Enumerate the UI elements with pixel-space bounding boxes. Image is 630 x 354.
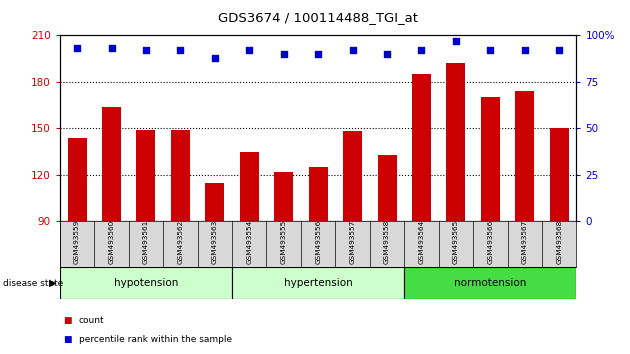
- Bar: [171, 130, 190, 221]
- Point: [244, 47, 255, 53]
- Point: [382, 51, 392, 57]
- Text: GDS3674 / 100114488_TGI_at: GDS3674 / 100114488_TGI_at: [218, 11, 418, 24]
- Point: [554, 47, 564, 53]
- Bar: [412, 74, 431, 221]
- Text: GSM493558: GSM493558: [384, 220, 390, 264]
- Point: [278, 51, 289, 57]
- Bar: [481, 97, 500, 221]
- Text: GSM493554: GSM493554: [246, 220, 252, 264]
- Bar: [515, 91, 534, 221]
- Point: [141, 47, 151, 53]
- Bar: [67, 138, 86, 221]
- Text: GSM493557: GSM493557: [350, 220, 355, 264]
- Bar: [550, 128, 569, 221]
- Text: GSM493568: GSM493568: [556, 220, 562, 264]
- Point: [520, 47, 530, 53]
- Point: [416, 47, 427, 53]
- Text: GSM493563: GSM493563: [212, 220, 218, 264]
- Point: [313, 51, 323, 57]
- Text: GSM493559: GSM493559: [74, 220, 80, 264]
- Text: hypotension: hypotension: [114, 278, 178, 288]
- Text: ■: ■: [63, 316, 71, 325]
- Text: hypertension: hypertension: [284, 278, 353, 288]
- Bar: [343, 131, 362, 221]
- Text: GSM493555: GSM493555: [281, 220, 287, 264]
- Text: normotension: normotension: [454, 278, 527, 288]
- Point: [175, 47, 185, 53]
- Point: [485, 47, 495, 53]
- Point: [348, 47, 358, 53]
- FancyBboxPatch shape: [232, 267, 404, 299]
- Bar: [309, 167, 328, 221]
- Text: GSM493556: GSM493556: [315, 220, 321, 264]
- FancyBboxPatch shape: [60, 267, 232, 299]
- Text: ▶: ▶: [49, 278, 56, 288]
- Point: [210, 55, 220, 61]
- Text: GSM493564: GSM493564: [418, 220, 425, 264]
- Bar: [377, 155, 396, 221]
- Text: GSM493561: GSM493561: [143, 220, 149, 264]
- Bar: [102, 107, 121, 221]
- Text: GSM493562: GSM493562: [178, 220, 183, 264]
- Text: GSM493567: GSM493567: [522, 220, 528, 264]
- Bar: [447, 63, 466, 221]
- Text: GSM493560: GSM493560: [108, 220, 115, 264]
- Bar: [274, 172, 293, 221]
- Text: disease state: disease state: [3, 279, 64, 288]
- Point: [72, 46, 82, 51]
- Bar: [240, 152, 259, 221]
- Text: GSM493565: GSM493565: [453, 220, 459, 264]
- FancyBboxPatch shape: [404, 267, 576, 299]
- Text: count: count: [79, 316, 105, 325]
- Text: GSM493566: GSM493566: [488, 220, 493, 264]
- Text: ■: ■: [63, 335, 71, 344]
- Point: [106, 46, 117, 51]
- Text: percentile rank within the sample: percentile rank within the sample: [79, 335, 232, 344]
- Bar: [205, 183, 224, 221]
- Point: [451, 38, 461, 44]
- Bar: [137, 130, 156, 221]
